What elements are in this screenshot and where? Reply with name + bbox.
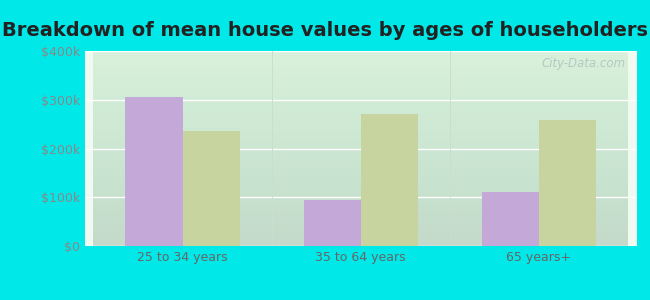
Text: City-Data.com: City-Data.com (542, 57, 626, 70)
Text: Breakdown of mean house values by ages of householders: Breakdown of mean house values by ages o… (2, 21, 648, 40)
Bar (125, 97, 183, 246)
Bar (482, 192, 539, 246)
Bar (361, 114, 418, 246)
Bar (539, 120, 596, 246)
Bar (183, 131, 240, 246)
Bar (304, 200, 361, 246)
